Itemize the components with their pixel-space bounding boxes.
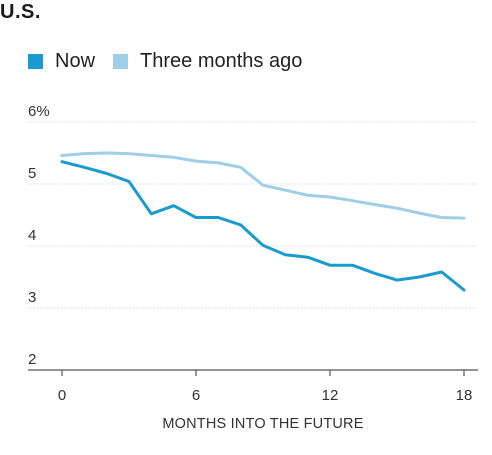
x-tick-label: 12: [322, 387, 339, 404]
y-tick-label: 4: [28, 227, 36, 244]
series-line-three-months-ago: [62, 153, 464, 218]
series-layer: [62, 153, 464, 290]
x-tick-labels: 0 6 12 18: [58, 370, 473, 404]
grid-layer: [28, 122, 478, 370]
x-tick-label: 0: [58, 387, 66, 404]
x-tick-label: 6: [192, 387, 200, 404]
x-tick-label: 18: [456, 387, 473, 404]
y-tick-label: 5: [28, 165, 36, 182]
y-tick-label: 3: [28, 289, 36, 306]
y-tick-labels: 2 3 4 5 6%: [28, 103, 50, 368]
series-line-now: [62, 162, 464, 290]
y-tick-label: 6%: [28, 103, 50, 120]
y-tick-label: 2: [28, 351, 36, 368]
x-axis-title: MONTHS INTO THE FUTURE: [162, 416, 363, 432]
